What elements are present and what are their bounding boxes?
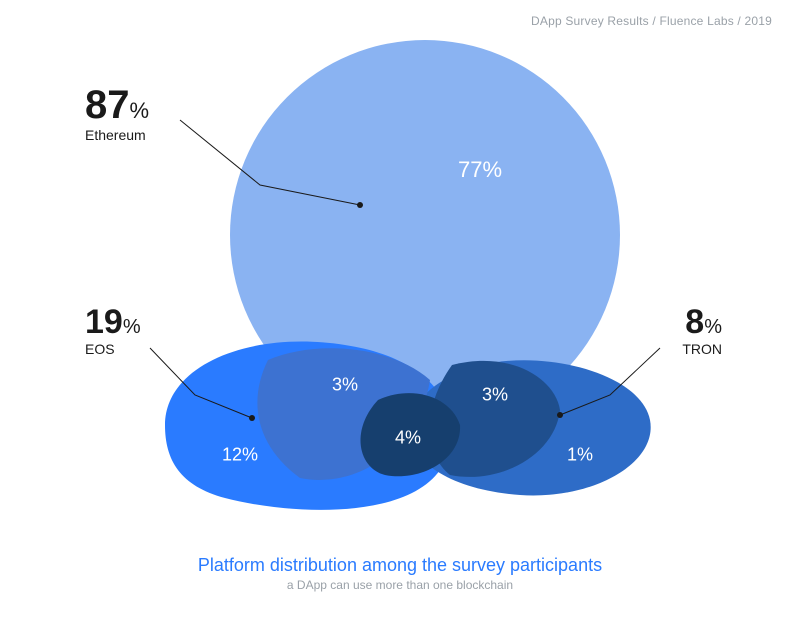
tron-label: 8% TRON bbox=[682, 305, 722, 357]
tron-inside-pct: 1% bbox=[567, 445, 593, 466]
pct-sign: % bbox=[704, 316, 722, 338]
leader-tron-dot bbox=[557, 412, 563, 418]
eos-total-num: 19 bbox=[85, 303, 123, 341]
overlap-all-pct: 4% bbox=[395, 428, 421, 449]
pct-sign: % bbox=[123, 316, 141, 338]
overlap-eth-tron-pct: 3% bbox=[482, 385, 508, 406]
tron-total-num: 8 bbox=[685, 303, 704, 341]
eos-name: EOS bbox=[85, 341, 141, 357]
ethereum-name: Ethereum bbox=[85, 127, 149, 143]
ethereum-label: 87% Ethereum bbox=[85, 85, 149, 143]
eos-inside-pct: 12% bbox=[222, 445, 258, 466]
caption-title: Platform distribution among the survey p… bbox=[0, 555, 800, 576]
tron-name: TRON bbox=[682, 341, 722, 357]
leader-eos-dot bbox=[249, 415, 255, 421]
leader-ethereum-dot bbox=[357, 202, 363, 208]
tron-total: 8% bbox=[682, 305, 722, 339]
ethereum-total-num: 87 bbox=[85, 83, 130, 127]
eos-total: 19% bbox=[85, 305, 141, 339]
caption-subtitle: a DApp can use more than one blockchain bbox=[0, 578, 800, 592]
overlap-eth-eos-pct: 3% bbox=[332, 375, 358, 396]
venn-canvas: DApp Survey Results / Fluence Labs / 201… bbox=[0, 0, 800, 619]
eos-label: 19% EOS bbox=[85, 305, 141, 357]
ethereum-total: 87% bbox=[85, 85, 149, 125]
pct-sign: % bbox=[130, 98, 150, 123]
ethereum-inside-pct: 77% bbox=[458, 157, 502, 183]
